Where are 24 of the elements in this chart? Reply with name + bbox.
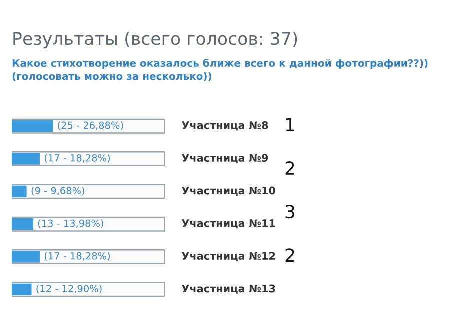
text: 2 xyxy=(286,248,294,262)
y-tick-label: Участница №11 xyxy=(182,220,276,229)
bar xyxy=(12,186,27,198)
y-tick-label: Участница №10 xyxy=(182,186,276,196)
text: 1 xyxy=(286,118,294,132)
y-tick-label: Участница №8 xyxy=(182,121,268,131)
data-label: (13 - 13,98%) xyxy=(38,220,104,228)
bar xyxy=(12,153,40,165)
data-label: (9 - 9,68%) xyxy=(32,186,84,196)
bar xyxy=(12,284,32,296)
bar xyxy=(12,120,54,132)
text: 2 xyxy=(286,161,294,175)
data-label: (17 - 18,28%) xyxy=(44,252,110,261)
text: 3 xyxy=(286,205,295,219)
data-label: (12 - 12,90%) xyxy=(36,284,102,294)
y-tick-label: Участница №12 xyxy=(182,252,276,262)
text: Результаты (всего голосов: 37) xyxy=(14,32,298,49)
bar xyxy=(12,251,40,263)
y-tick-label: Участница №13 xyxy=(182,284,276,294)
data-label: (25 - 26,88%) xyxy=(58,122,124,130)
text: Какое стихотворение оказалось ближе всего к данной фотографии??)) (голосовать можно за несколько)) xyxy=(12,59,428,82)
data-label: (17 - 18,28%) xyxy=(44,154,110,163)
y-tick-label: Участница №9 xyxy=(182,154,268,164)
bar xyxy=(12,218,34,230)
